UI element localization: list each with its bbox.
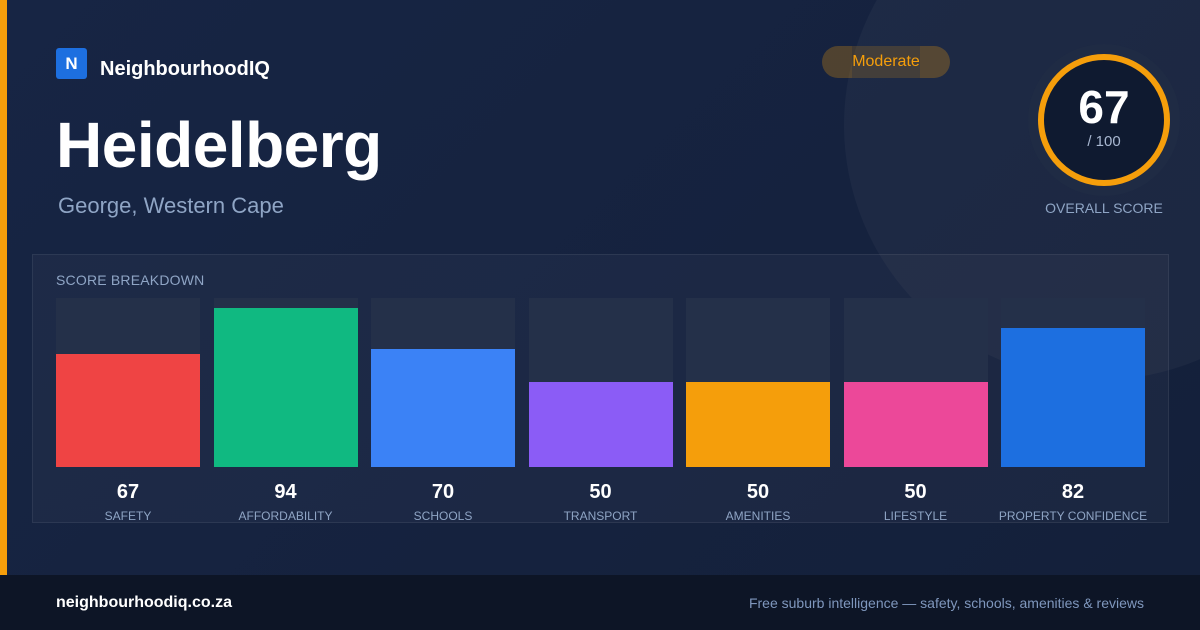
bar-fill xyxy=(843,382,988,467)
bar-label: PROPERTY CONFIDENCE xyxy=(998,509,1148,523)
overall-score-denominator: / 100 xyxy=(1087,133,1121,150)
score-ring-graphic xyxy=(1028,44,1180,196)
bar-fill xyxy=(56,354,200,467)
breakdown-bar-safety: 67 SAFETY xyxy=(56,298,200,523)
bar-track xyxy=(686,298,830,467)
breakdown-bar-affordability: 94 AFFORDABILITY xyxy=(213,298,358,523)
score-breakdown-panel: SCORE BREAKDOWN 67 SAFETY 94 AFFORDABILITY 7… xyxy=(32,254,1169,523)
bar-label: SAFETY xyxy=(104,509,152,523)
breakdown-title: SCORE BREAKDOWN xyxy=(56,272,205,288)
overall-score-value: 67 xyxy=(1078,81,1130,133)
footer: neighbourhoodiq.co.za Free suburb intell… xyxy=(0,575,1200,630)
breakdown-bar-lifestyle: 50 LIFESTYLE xyxy=(843,298,988,523)
bar-track xyxy=(843,298,988,467)
breakdown-bar-property-confidence: 82 PROPERTY CONFIDENCE xyxy=(999,298,1147,523)
overall-score-ring: 67 / 100 xyxy=(1028,44,1180,196)
suburb-location: George, Western Cape xyxy=(58,193,284,218)
breakdown-bars: 67 SAFETY 94 AFFORDABILITY 70 SCHOOLS 50 TRANSP… xyxy=(56,298,1147,523)
brand-logo-icon: N xyxy=(56,48,87,79)
rating-badge: Moderate xyxy=(822,46,950,78)
bar-track xyxy=(371,298,515,467)
bar-value: 50 xyxy=(589,481,612,503)
score-ring-arc xyxy=(1038,54,1170,186)
suburb-title: Heidelberg xyxy=(56,109,382,181)
brand-name: NeighbourhoodIQ xyxy=(100,58,270,80)
bar-value: 94 xyxy=(274,481,297,503)
accent-strip xyxy=(0,0,7,575)
overall-score-caption: OVERALL SCORE xyxy=(1045,200,1163,216)
bar-value: 67 xyxy=(116,481,140,503)
rating-badge-label: Moderate xyxy=(852,53,920,70)
share-card: N NeighbourhoodIQ Moderate Heidelberg Ge… xyxy=(0,0,1200,575)
bar-value: 50 xyxy=(904,481,927,503)
bar-fill xyxy=(528,382,673,467)
breakdown-bar-transport: 50 TRANSPORT xyxy=(528,298,673,523)
bar-track xyxy=(528,298,673,467)
bar-label: TRANSPORT xyxy=(563,509,638,523)
bar-value: 50 xyxy=(746,481,770,503)
bar-value: 70 xyxy=(431,481,455,503)
bar-track xyxy=(56,298,200,467)
bar-label: AMENITIES xyxy=(725,509,791,523)
bar-track xyxy=(213,298,358,467)
footer-domain-link[interactable]: neighbourhoodiq.co.za xyxy=(56,594,232,611)
breakdown-bar-schools: 70 SCHOOLS xyxy=(371,298,515,523)
bar-fill xyxy=(1001,328,1145,467)
breakdown-bar-amenities: 50 AMENITIES xyxy=(686,298,830,523)
bar-label: AFFORDABILITY xyxy=(238,509,333,523)
score-ring-inner xyxy=(1041,57,1167,183)
bar-value: 82 xyxy=(1061,481,1085,503)
footer-tagline: Free suburb intelligence — safety, schoo… xyxy=(748,595,1144,611)
bar-fill xyxy=(371,349,515,467)
bar-fill xyxy=(686,382,830,467)
brand[interactable]: N NeighbourhoodIQ xyxy=(56,46,270,81)
bar-label: SCHOOLS xyxy=(413,509,473,523)
bar-track xyxy=(1001,298,1145,467)
bar-fill xyxy=(213,308,358,467)
bar-label: LIFESTYLE xyxy=(883,509,948,523)
